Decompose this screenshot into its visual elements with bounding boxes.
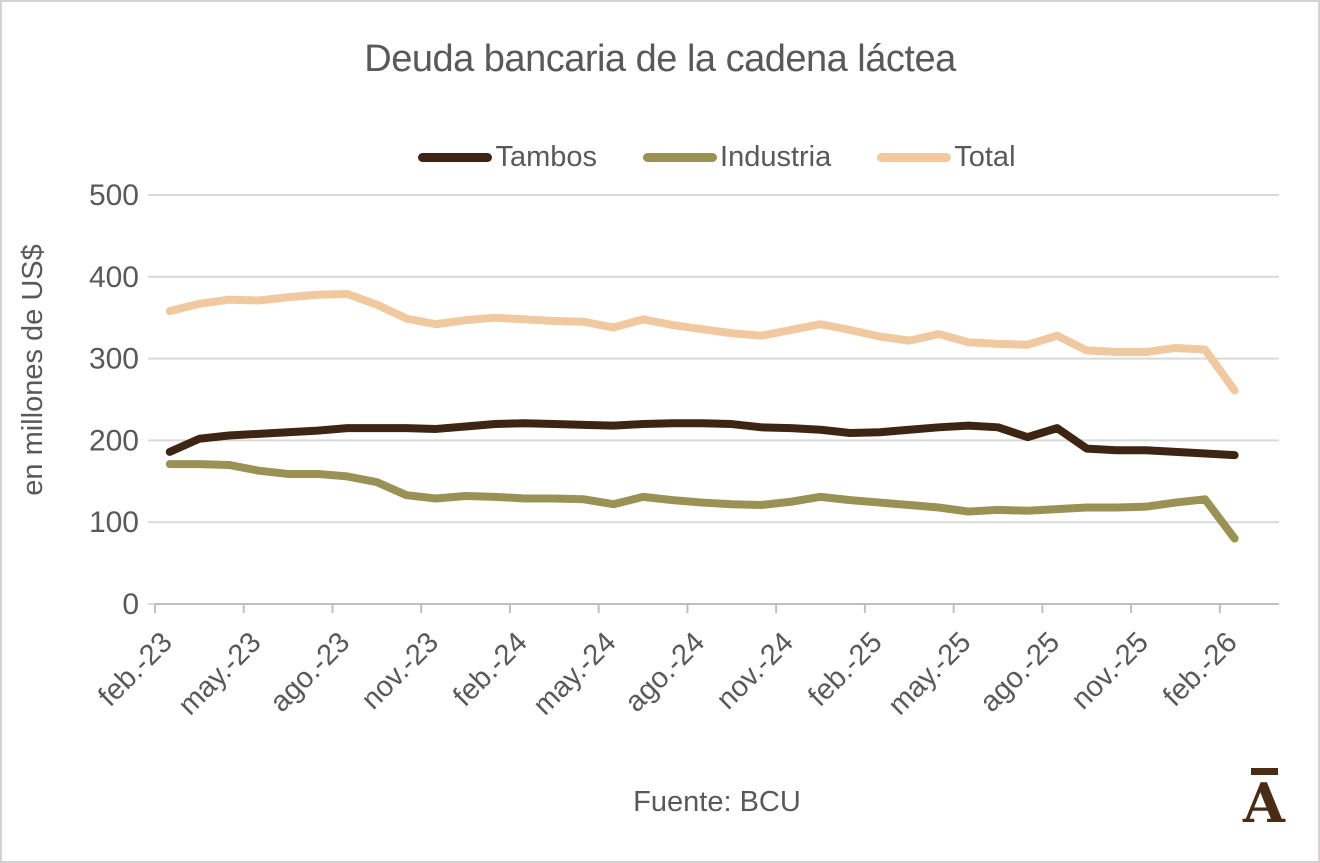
y-tick-label: 400 bbox=[89, 261, 139, 294]
y-axis-ticks bbox=[148, 194, 155, 605]
chart-title: Deuda bancaria de la cadena láctea bbox=[364, 38, 956, 80]
source-label: Fuente: BCU bbox=[633, 786, 801, 818]
x-tick-label: may.-24 bbox=[527, 626, 622, 721]
y-tick-label: 200 bbox=[89, 424, 139, 457]
y-axis-labels: 0 100 200 300 400 500 bbox=[89, 179, 139, 621]
x-tick-label: nov.-25 bbox=[1065, 626, 1155, 716]
y-tick-label: 100 bbox=[89, 506, 139, 539]
x-tick-label: ago.-25 bbox=[974, 626, 1066, 718]
legend-label-tambos: Tambos bbox=[495, 141, 598, 173]
logo: A bbox=[1240, 768, 1288, 835]
y-tick-label: 300 bbox=[89, 343, 139, 376]
x-tick-label: may.-23 bbox=[172, 626, 267, 721]
legend-item-total: Total bbox=[877, 141, 1016, 174]
legend-item-tambos: Tambos bbox=[418, 141, 597, 174]
logo-letter: A bbox=[1243, 771, 1285, 835]
gridlines bbox=[155, 194, 1279, 605]
series-line-industria bbox=[165, 460, 1239, 543]
x-tick-label: ago.-24 bbox=[619, 626, 711, 718]
x-tick-label: feb.-26 bbox=[1157, 626, 1243, 712]
logo-macron-bar bbox=[1250, 768, 1278, 775]
y-tick-label: 0 bbox=[122, 588, 139, 621]
x-tick-label: ago.-23 bbox=[264, 626, 356, 718]
legend: Tambos Industria Total bbox=[155, 141, 1279, 174]
legend-swatch-industria bbox=[643, 153, 718, 162]
legend-label-industria: Industria bbox=[720, 141, 832, 173]
series-lines bbox=[165, 289, 1239, 543]
series-line-tambos bbox=[165, 419, 1239, 460]
x-axis bbox=[154, 604, 1221, 613]
series-line-total bbox=[165, 289, 1239, 395]
y-axis-title: en millones de US$ bbox=[17, 244, 49, 495]
y-tick-label: 500 bbox=[89, 179, 139, 212]
x-tick-label: nov.-24 bbox=[710, 626, 800, 716]
x-tick-label: nov.-23 bbox=[355, 626, 445, 716]
legend-label-total: Total bbox=[954, 141, 1016, 173]
x-tick-label: feb.-25 bbox=[802, 626, 888, 712]
x-tick-label: feb.-23 bbox=[92, 626, 178, 712]
legend-swatch-tambos bbox=[418, 153, 493, 162]
legend-item-industria: Industria bbox=[643, 141, 831, 174]
legend-swatch-total bbox=[877, 153, 952, 162]
x-tick-label: feb.-24 bbox=[447, 626, 533, 712]
x-tick-label: may.-25 bbox=[882, 626, 977, 721]
